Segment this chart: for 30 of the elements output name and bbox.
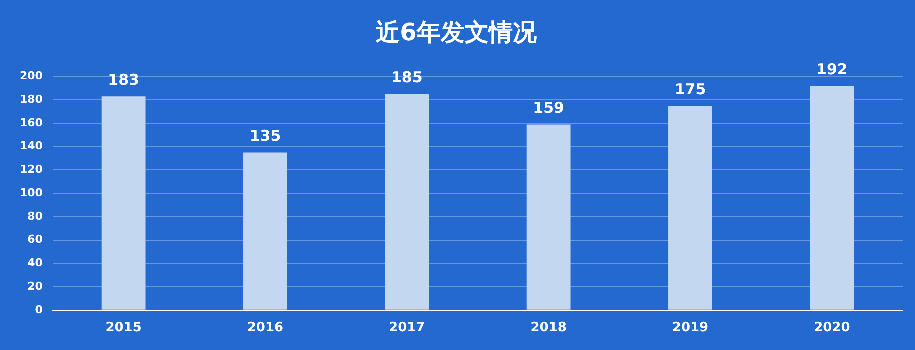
- bar: [385, 94, 430, 310]
- data-label: 159: [533, 99, 564, 118]
- y-tick-label: 140: [20, 140, 44, 153]
- bar: [526, 124, 571, 310]
- y-tick-label: 160: [20, 116, 44, 130]
- data-label: 175: [674, 80, 706, 98]
- x-tick-label: 2019: [672, 320, 709, 336]
- x-tick-label: 2016: [247, 320, 284, 336]
- x-tick-label: 2015: [106, 320, 142, 336]
- bar: [244, 152, 288, 310]
- data-label: 192: [816, 60, 848, 79]
- y-tick-label: 200: [20, 70, 44, 83]
- y-tick-label: 20: [28, 280, 44, 293]
- data-label: 183: [108, 71, 140, 90]
- bar: [810, 86, 854, 310]
- y-tick-label: 180: [20, 93, 44, 106]
- x-tick-label: 2018: [530, 320, 567, 336]
- y-tick-label: 0: [35, 303, 44, 316]
- y-tick-label: 120: [20, 163, 44, 176]
- x-tick-label: 2020: [814, 320, 850, 336]
- y-tick-label: 100: [20, 186, 44, 200]
- x-tick-label: 2017: [389, 320, 426, 336]
- bar: [668, 106, 712, 310]
- y-tick-label: 80: [28, 210, 44, 223]
- chart-title: 近6年发文情况: [376, 18, 538, 47]
- y-tick-label: 60: [28, 233, 44, 246]
- y-tick-label: 40: [28, 256, 44, 270]
- data-label: 135: [250, 127, 282, 146]
- bar: [102, 96, 146, 310]
- data-label: 185: [391, 68, 423, 87]
